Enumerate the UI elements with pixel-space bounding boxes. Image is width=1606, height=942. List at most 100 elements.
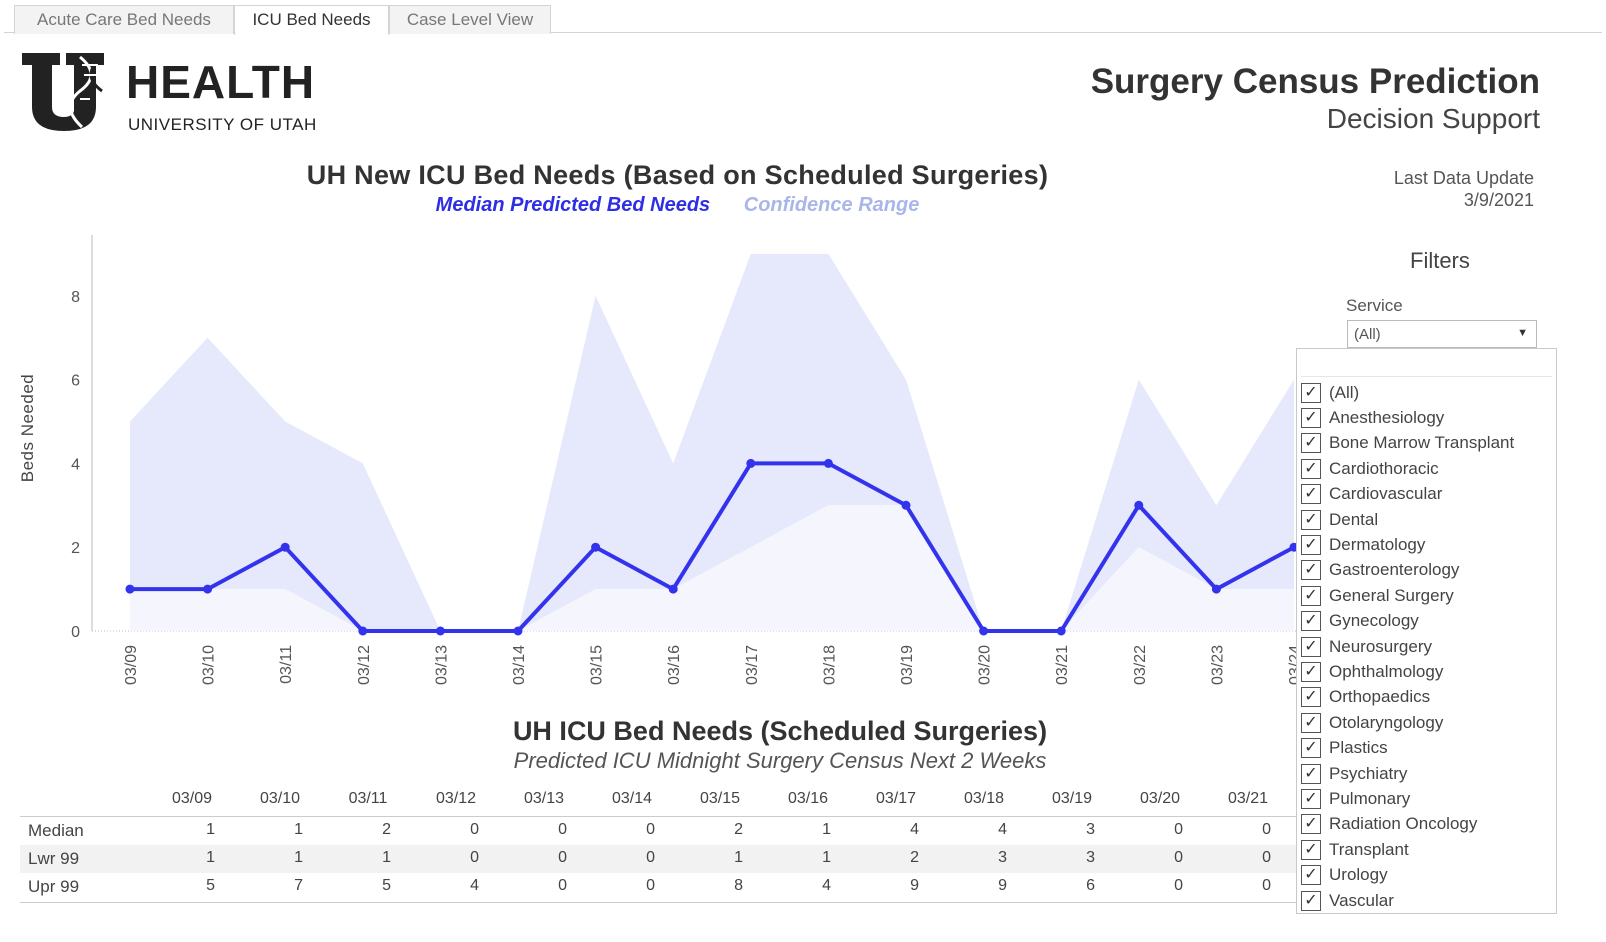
table-cell: 3 (998, 849, 1007, 866)
service-option[interactable]: ✓ Cardiovascular (1301, 482, 1442, 507)
checkbox-checked-icon[interactable]: ✓ (1301, 788, 1321, 809)
service-filter-select[interactable]: (All) ▼ (1347, 320, 1537, 348)
service-option[interactable]: ✓ (All) (1301, 380, 1359, 405)
median-point[interactable] (435, 626, 445, 636)
median-point[interactable] (1056, 626, 1066, 636)
dropdown-search-area[interactable] (1301, 353, 1552, 377)
service-option[interactable]: ✓ Radiation Oncology (1301, 812, 1477, 837)
table-cell: 1 (822, 821, 831, 838)
table-cell: 8 (734, 877, 743, 894)
checkbox-checked-icon[interactable]: ✓ (1301, 560, 1321, 581)
table-row-label: Median (28, 821, 84, 840)
table-column-header: 03/19 (1051, 790, 1093, 807)
table-bottom-border (20, 902, 1296, 903)
service-option[interactable]: ✓ Dental (1301, 507, 1378, 532)
table-column-header: 03/16 (787, 790, 829, 807)
checkbox-checked-icon[interactable]: ✓ (1301, 509, 1321, 530)
tab-case-level-view[interactable]: Case Level View (389, 5, 551, 34)
checkbox-checked-icon[interactable]: ✓ (1301, 687, 1321, 708)
table-cell: 0 (1174, 821, 1183, 838)
table-column-header: 03/09 (171, 790, 213, 807)
service-option[interactable]: ✓ Psychiatry (1301, 761, 1407, 786)
bed-needs-table: 03/09 03/10 03/11 03/12 03/13 03/14 03/15 03/16… (20, 786, 1296, 904)
service-filter-label: Service (1346, 296, 1403, 315)
median-point[interactable] (1134, 500, 1144, 510)
y-tick-label: 8 (71, 289, 80, 306)
median-point[interactable] (125, 584, 135, 594)
icu-bed-needs-chart: 0 2 4 6 8 03/09 03/10 03/11 03/12 03/13 03/14 03/15… (71, 235, 1335, 685)
median-point[interactable] (1211, 584, 1221, 594)
checkbox-checked-icon[interactable]: ✓ (1301, 712, 1321, 733)
table-column-header: 03/14 (611, 790, 653, 807)
checkbox-checked-icon[interactable]: ✓ (1301, 382, 1321, 403)
service-option[interactable]: ✓ Anesthesiology (1301, 405, 1444, 430)
tab-acute-care[interactable]: Acute Care Bed Needs (14, 5, 234, 34)
checkbox-checked-icon[interactable]: ✓ (1301, 814, 1321, 835)
table-cell: 7 (294, 877, 303, 894)
median-point[interactable] (668, 584, 678, 594)
median-point[interactable] (979, 626, 989, 636)
service-option[interactable]: ✓ Gastroenterology (1301, 558, 1459, 583)
service-option[interactable]: ✓ Cardiothoracic (1301, 456, 1439, 481)
median-point[interactable] (203, 584, 213, 594)
table-column-header: 03/11 (348, 790, 388, 807)
checkbox-checked-icon[interactable]: ✓ (1301, 738, 1321, 759)
legend-confidence-range[interactable]: Confidence Range (743, 194, 920, 216)
tab-icu-bed-needs[interactable]: ICU Bed Needs (234, 5, 389, 35)
table-cell: 0 (470, 849, 479, 866)
service-option[interactable]: ✓ Bone Marrow Transplant (1301, 431, 1514, 456)
checkbox-checked-icon[interactable]: ✓ (1301, 458, 1321, 479)
service-option[interactable]: ✓ Transplant (1301, 837, 1409, 862)
checkbox-checked-icon[interactable]: ✓ (1301, 763, 1321, 784)
checkbox-checked-icon[interactable]: ✓ (1301, 890, 1321, 911)
median-point[interactable] (513, 626, 523, 636)
table-cell: 3 (1086, 849, 1095, 866)
service-option[interactable]: ✓ Ophthalmology (1301, 659, 1443, 684)
median-point[interactable] (591, 542, 601, 552)
service-option[interactable]: ✓ Neurosurgery (1301, 634, 1432, 659)
chevron-down-icon: ▼ (1517, 327, 1528, 339)
median-point[interactable] (746, 458, 756, 468)
service-option[interactable]: ✓ Gynecology (1301, 609, 1419, 634)
table-row-label: Upr 99 (28, 877, 80, 896)
median-point[interactable] (280, 542, 290, 552)
legend-median[interactable]: Median Predicted Bed Needs (435, 194, 711, 216)
x-tick-label: 03/20 (977, 645, 994, 685)
service-option[interactable]: ✓ Dermatology (1301, 532, 1425, 557)
median-point[interactable] (358, 626, 368, 636)
checkbox-checked-icon[interactable]: ✓ (1301, 611, 1321, 632)
table-cell: 0 (470, 821, 479, 838)
service-option[interactable]: ✓ Plastics (1301, 736, 1388, 761)
checkbox-checked-icon[interactable]: ✓ (1301, 661, 1321, 682)
x-tick-label: 03/14 (511, 645, 528, 685)
checkbox-checked-icon[interactable]: ✓ (1301, 585, 1321, 606)
service-option[interactable]: ✓ Otolaryngology (1301, 710, 1443, 735)
service-option-label: Dermatology (1329, 534, 1426, 554)
table-column-header: 03/13 (523, 790, 565, 807)
table-cell: 0 (646, 877, 655, 894)
checkbox-checked-icon[interactable]: ✓ (1301, 407, 1321, 428)
checkbox-checked-icon[interactable]: ✓ (1301, 839, 1321, 860)
table-cell: 9 (998, 877, 1007, 894)
x-tick-label: 03/18 (821, 645, 838, 685)
median-point[interactable] (901, 500, 911, 510)
service-option[interactable]: ✓ Urology (1301, 863, 1388, 888)
table-cell: 4 (998, 821, 1007, 838)
service-option[interactable]: ✓ Pulmonary (1301, 786, 1410, 811)
service-option[interactable]: ✓ General Surgery (1301, 583, 1454, 608)
table-cell: 4 (470, 877, 479, 894)
logo-subtext: UNIVERSITY OF UTAH (128, 115, 317, 134)
x-tick-label: 03/19 (899, 645, 916, 685)
median-point[interactable] (823, 458, 833, 468)
checkbox-checked-icon[interactable]: ✓ (1301, 865, 1321, 886)
checkbox-checked-icon[interactable]: ✓ (1301, 433, 1321, 454)
checkbox-checked-icon[interactable]: ✓ (1301, 484, 1321, 505)
table-cell: 0 (558, 821, 567, 838)
checkbox-checked-icon[interactable]: ✓ (1301, 534, 1321, 555)
service-option-label: Orthopaedics (1329, 687, 1431, 707)
checkbox-checked-icon[interactable]: ✓ (1301, 636, 1321, 657)
service-option[interactable]: ✓ Orthopaedics (1301, 685, 1430, 710)
service-option-label: Gastroenterology (1329, 560, 1460, 580)
service-option[interactable]: ✓ Vascular (1301, 888, 1394, 913)
service-option-label: Plastics (1329, 738, 1388, 758)
